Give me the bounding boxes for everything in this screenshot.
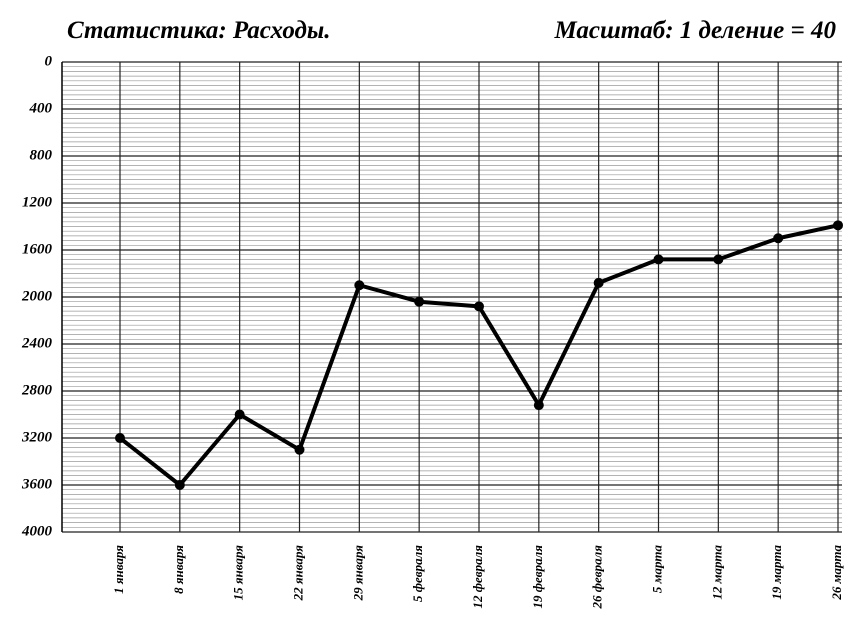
- point: [773, 233, 784, 244]
- y-tick-label: 0: [45, 53, 53, 69]
- y-tick-label: 1600: [22, 241, 53, 257]
- x-tick-label: 26 марта: [829, 545, 844, 601]
- chart-title: Статистика: Расходы.: [67, 17, 331, 44]
- point: [533, 400, 544, 411]
- point: [414, 296, 425, 307]
- x-tick-label: 12 марта: [709, 545, 724, 600]
- x-tick-label: 26 февраля: [590, 545, 605, 610]
- y-tick-label: 4000: [21, 523, 53, 539]
- point: [653, 254, 664, 265]
- point: [713, 254, 724, 265]
- point: [174, 480, 185, 490]
- x-tick-label: 15 января: [231, 545, 246, 601]
- y-tick-label: 400: [29, 100, 53, 116]
- x-tick-label: 29 января: [350, 545, 365, 602]
- point: [593, 277, 604, 288]
- x-tick-label: 12 февраля: [470, 545, 485, 609]
- point: [115, 433, 125, 443]
- y-tick-label: 2800: [21, 382, 53, 398]
- y-tick-label: 3200: [21, 429, 53, 445]
- y-tick-label: 2400: [21, 335, 53, 351]
- x-tick-label: 19 марта: [769, 545, 784, 600]
- x-tick-label: 5 марта: [649, 545, 664, 594]
- x-tick-label: 1 января: [111, 545, 126, 594]
- point: [833, 220, 843, 231]
- y-tick-label: 2000: [21, 288, 53, 304]
- scale-note: Масштаб: 1 деление = 40: [554, 17, 837, 44]
- point: [354, 280, 365, 291]
- y-tick-label: 3600: [21, 476, 53, 492]
- y-tick-label: 1200: [22, 194, 53, 210]
- point: [294, 444, 305, 455]
- point: [474, 301, 484, 312]
- x-tick-label: 22 января: [290, 545, 305, 602]
- point: [234, 409, 245, 420]
- x-tick-label: 19 февраля: [530, 545, 545, 609]
- x-tick-label: 8 января: [171, 545, 186, 594]
- y-tick-label: 800: [30, 147, 53, 163]
- x-tick-label: 5 февраля: [410, 545, 425, 602]
